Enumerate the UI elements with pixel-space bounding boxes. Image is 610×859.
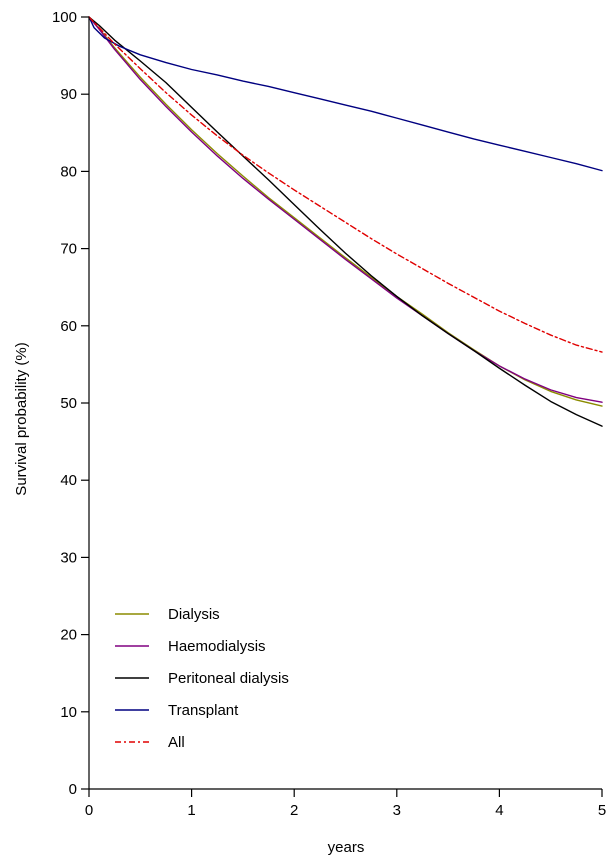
y-tick-label: 70 [60, 241, 77, 258]
series-layer [88, 16, 603, 427]
y-tick-label: 80 [60, 163, 77, 180]
x-ticks: 0 1 2 3 4 5 [85, 789, 606, 819]
legend-item: Haemodialysis [115, 638, 266, 655]
x-tick-label: 4 [495, 802, 503, 819]
x-tick-label: 2 [290, 802, 298, 819]
series-line-haemodialysis [88, 16, 603, 403]
series-line-dialysis [88, 16, 603, 407]
y-axis-title: Survival probability (%) [13, 342, 30, 495]
y-ticks: 0 10 20 30 40 50 60 70 80 90 100 [52, 9, 89, 798]
legend-label: Transplant [168, 702, 239, 719]
y-tick-label: 20 [60, 627, 77, 644]
y-tick-label: 60 [60, 318, 77, 335]
x-tick-label: 5 [598, 802, 606, 819]
legend: Dialysis Haemodialysis Peritoneal dialysis… [115, 606, 289, 751]
y-tick-label: 90 [60, 86, 77, 103]
y-tick-label: 40 [60, 472, 77, 489]
axes-layer [88, 17, 602, 790]
legend-item: Peritoneal dialysis [115, 670, 289, 687]
y-tick-label: 50 [60, 395, 77, 412]
series-line-transplant [88, 16, 603, 172]
legend-item: All [115, 734, 185, 751]
legend-label: Haemodialysis [168, 638, 266, 655]
legend-item: Dialysis [115, 606, 220, 623]
x-tick-label: 1 [187, 802, 195, 819]
y-tick-label: 0 [69, 781, 77, 798]
legend-item: Transplant [115, 702, 239, 719]
legend-label: Dialysis [168, 606, 220, 623]
y-tick-label: 100 [52, 9, 77, 26]
y-tick-label: 10 [60, 704, 77, 721]
legend-label: All [168, 734, 185, 751]
x-tick-label: 0 [85, 802, 93, 819]
legend-label: Peritoneal dialysis [168, 670, 289, 687]
series-line-peritoneal-dialysis [88, 16, 603, 427]
y-tick-label: 30 [60, 549, 77, 566]
x-axis-title: years [328, 839, 365, 856]
x-tick-label: 3 [393, 802, 401, 819]
series-line-all [88, 16, 603, 353]
